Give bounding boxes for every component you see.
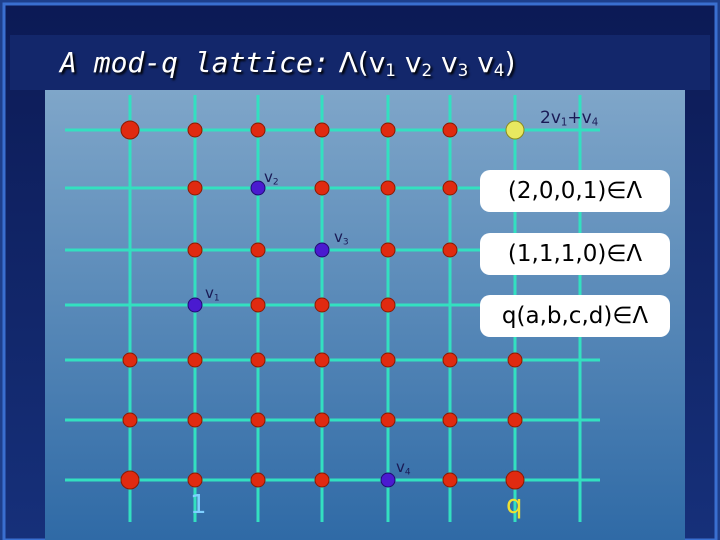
lattice-point [314, 122, 330, 138]
lattice-point [442, 412, 458, 428]
lattice-point [505, 470, 525, 490]
lattice-point [250, 242, 266, 258]
lattice-point [442, 472, 458, 488]
title-text: A mod-q lattice: [60, 46, 330, 79]
t: 3 [342, 237, 349, 248]
lattice-point [187, 352, 203, 368]
title-vector: v [477, 46, 494, 79]
t: 4 [591, 117, 599, 129]
lattice-point [187, 412, 203, 428]
t: v [396, 458, 405, 476]
t: +v [567, 108, 592, 128]
lattice-point [187, 242, 203, 258]
lattice-point [122, 352, 138, 368]
lattice-point [187, 297, 203, 313]
lattice-point [314, 352, 330, 368]
lattice-point [380, 352, 396, 368]
v2-label: v2 [264, 168, 279, 187]
lattice-point [380, 180, 396, 196]
lattice-point [380, 472, 396, 488]
lattice-point [187, 180, 203, 196]
title: A mod-q lattice: Λ(v1 v2 v3 v4) [60, 46, 515, 80]
sum-label: 2v1+v4 [540, 108, 598, 129]
lattice-point [380, 122, 396, 138]
box: (1,1,1,0)∈Λ [480, 233, 670, 275]
lattice-point [380, 412, 396, 428]
v1-label: v1 [205, 284, 220, 303]
v3-label: v3 [334, 228, 349, 247]
axis-label: q [506, 490, 523, 520]
t: 4 [404, 467, 411, 478]
lattice-point [442, 122, 458, 138]
lattice-point [250, 297, 266, 313]
t: 1 [560, 117, 568, 129]
title-vector: v [441, 46, 458, 79]
lattice-point [507, 412, 523, 428]
box: q(a,b,c,d)∈Λ [480, 295, 670, 337]
title-vector: 1 [385, 60, 396, 81]
box: (2,0,0,1)∈Λ [480, 170, 670, 212]
t: v [264, 168, 273, 186]
t: 1 [213, 293, 220, 304]
lattice-point [442, 242, 458, 258]
title-symbol: Λ( [338, 46, 369, 79]
lattice-point [250, 472, 266, 488]
lattice-point [505, 120, 525, 140]
title-vector: v [368, 46, 386, 79]
title-vector: v [404, 46, 422, 79]
lattice-point [314, 412, 330, 428]
lattice-point [187, 122, 203, 138]
title-vector: 4 [493, 60, 505, 81]
lattice-point [120, 120, 140, 140]
lattice-point [507, 352, 523, 368]
lattice-point [250, 412, 266, 428]
lattice-point [380, 242, 396, 258]
lattice-point [314, 472, 330, 488]
lattice-point [314, 242, 330, 258]
t: v [205, 284, 214, 302]
t: 2v [540, 108, 561, 128]
lattice-point [442, 180, 458, 196]
title-vector: 2 [421, 60, 433, 81]
t: v [334, 228, 343, 246]
lattice-point [250, 352, 266, 368]
lattice-point [187, 472, 203, 488]
lattice-point [250, 180, 266, 196]
lattice-point [250, 122, 266, 138]
lattice-point [380, 297, 396, 313]
v4-label: v4 [396, 458, 411, 477]
lattice-point [314, 180, 330, 196]
t: 2 [272, 177, 279, 188]
lattice-point [120, 470, 140, 490]
lattice-point [122, 412, 138, 428]
title-vector: 3 [457, 60, 469, 81]
title-close: ) [504, 46, 516, 79]
axis-label: 1 [190, 490, 207, 520]
lattice-point [442, 352, 458, 368]
lattice-point [314, 297, 330, 313]
